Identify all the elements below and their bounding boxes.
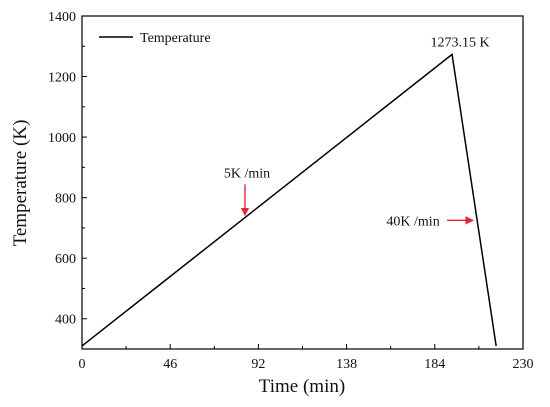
legend: Temperature (99, 31, 211, 46)
y-tick-label: 1200 (48, 71, 76, 86)
x-tick-label: 46 (163, 357, 177, 372)
x-tick-label: 230 (513, 357, 534, 372)
x-axis: 0 46 92 138 184 230 (79, 344, 534, 372)
legend-label-temperature: Temperature (140, 31, 211, 46)
y-tick-label: 1000 (48, 131, 76, 146)
x-tick-label: 138 (336, 357, 357, 372)
x-tick-label: 184 (424, 357, 445, 372)
y-axis: 400 600 800 1000 1200 1400 (48, 10, 87, 328)
annotation-peak-label: 1273.15 K (430, 35, 489, 50)
y-tick-label: 800 (55, 192, 76, 207)
annotation-cooling-rate: 40K /min (386, 214, 439, 229)
y-tick-label: 400 (55, 313, 76, 328)
y-tick-label: 600 (55, 252, 76, 267)
x-tick-label: 0 (79, 357, 86, 372)
y-tick-label: 1400 (48, 10, 76, 25)
annotation-heating-rate: 5K /min (224, 166, 270, 181)
y-axis-title: Temperature (K) (10, 120, 31, 247)
plot-frame (81, 15, 524, 350)
annotations: 1273.15 K 5K /min 40K /min (224, 35, 490, 229)
series-line-temperature (81, 53, 497, 347)
x-axis-title: Time (min) (259, 376, 345, 397)
x-tick-label: 92 (251, 357, 265, 372)
